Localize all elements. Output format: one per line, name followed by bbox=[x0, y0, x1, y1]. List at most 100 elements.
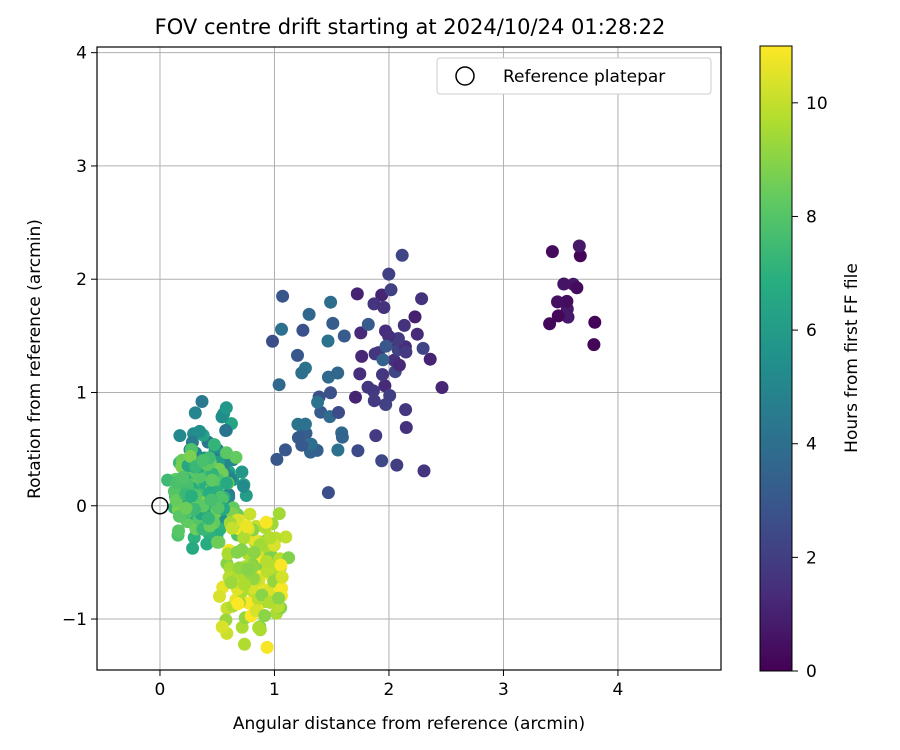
y-tick-label: −1 bbox=[62, 610, 87, 630]
scatter-point bbox=[384, 283, 398, 297]
scatter-point bbox=[204, 493, 218, 507]
scatter-point bbox=[247, 546, 261, 560]
scatter-point bbox=[379, 339, 393, 353]
scatter-point bbox=[378, 379, 392, 393]
scatter-point bbox=[367, 297, 381, 311]
scatter-point bbox=[260, 555, 274, 568]
scatter-point bbox=[337, 329, 351, 343]
scatter-point bbox=[275, 581, 289, 595]
scatter-point bbox=[369, 429, 383, 443]
scatter-point bbox=[169, 494, 183, 508]
scatter-point bbox=[376, 368, 389, 382]
scatter-point bbox=[399, 345, 413, 359]
scatter-point bbox=[173, 429, 187, 443]
legend-marker-icon bbox=[455, 66, 475, 86]
scatter-point bbox=[276, 289, 290, 303]
legend-label: Reference platepar bbox=[503, 67, 665, 87]
scatter-points bbox=[161, 239, 602, 654]
scatter-point bbox=[237, 479, 250, 493]
scatter-point bbox=[295, 366, 309, 380]
scatter-point bbox=[275, 322, 288, 336]
scatter-point bbox=[351, 444, 365, 458]
scatter-point bbox=[311, 395, 325, 409]
scatter-point bbox=[561, 310, 575, 324]
scatter-point bbox=[275, 570, 289, 584]
y-axis: −1 0 1 2 3 4 bbox=[62, 44, 97, 630]
legend: Reference platepar bbox=[436, 57, 712, 95]
scatter-point bbox=[224, 576, 238, 589]
scatter-point bbox=[302, 307, 316, 321]
scatter-point bbox=[355, 349, 369, 363]
scatter-point bbox=[274, 558, 288, 572]
scatter-point bbox=[395, 248, 409, 262]
scatter-point bbox=[207, 438, 221, 452]
scatter-point bbox=[272, 591, 286, 605]
scatter-point bbox=[321, 334, 335, 348]
scatter-point bbox=[572, 239, 586, 253]
scatter-point bbox=[335, 430, 349, 444]
scatter-point bbox=[235, 543, 249, 557]
scatter-point bbox=[324, 386, 337, 400]
scatter-point bbox=[238, 637, 251, 651]
y-tick-label: 1 bbox=[76, 383, 87, 403]
x-tick-label: 2 bbox=[384, 680, 395, 700]
scatter-point bbox=[219, 401, 233, 415]
colorbar-tick-label: 0 bbox=[806, 662, 817, 682]
scatter-point bbox=[266, 334, 279, 348]
legend-box bbox=[436, 57, 712, 95]
scatter-point bbox=[551, 295, 564, 309]
scatter-point bbox=[213, 589, 226, 603]
scatter-point bbox=[179, 501, 193, 515]
scatter-point bbox=[332, 406, 345, 419]
scatter-point bbox=[543, 317, 557, 331]
scatter-point bbox=[238, 578, 251, 591]
scatter-point bbox=[324, 295, 338, 309]
scatter-point bbox=[279, 530, 293, 544]
scatter-point bbox=[392, 358, 406, 372]
scatter-point bbox=[349, 390, 362, 404]
scatter-point bbox=[367, 394, 381, 408]
scatter-point bbox=[331, 366, 345, 380]
scatter-point bbox=[220, 476, 234, 490]
colorbar-tick-label: 10 bbox=[806, 94, 828, 114]
scatter-point bbox=[253, 623, 267, 637]
scatter-point bbox=[416, 341, 430, 355]
scatter-point bbox=[291, 348, 304, 362]
scatter-point bbox=[186, 541, 200, 555]
scatter-point bbox=[243, 507, 257, 521]
scatter-point bbox=[240, 520, 254, 533]
scatter-point bbox=[321, 486, 335, 500]
scatter-point bbox=[270, 452, 284, 466]
reference-platepar-marker bbox=[151, 497, 169, 515]
scatter-point bbox=[423, 352, 437, 366]
colorbar-label: Hours from first FF file bbox=[842, 263, 862, 453]
scatter-point bbox=[172, 524, 185, 538]
scatter-point bbox=[210, 535, 224, 549]
y-tick-label: 2 bbox=[76, 270, 87, 290]
colorbar-ticks: 0 2 4 6 8 10 bbox=[792, 94, 828, 682]
scatter-point bbox=[184, 489, 198, 503]
scatter-point bbox=[200, 537, 214, 551]
scatter-point bbox=[298, 417, 312, 431]
scatter-point bbox=[361, 317, 375, 331]
scatter-point bbox=[263, 531, 277, 545]
scatter-point bbox=[304, 437, 318, 451]
scatter-point bbox=[326, 316, 340, 330]
x-axis: 0 1 2 3 4 bbox=[155, 670, 623, 700]
scatter-point bbox=[379, 398, 393, 411]
plot-area bbox=[97, 47, 721, 670]
scatter-point bbox=[399, 403, 413, 417]
scatter-point bbox=[296, 323, 310, 337]
scatter-point bbox=[361, 380, 375, 394]
scatter-point bbox=[241, 563, 254, 576]
scatter-point bbox=[229, 450, 243, 464]
scatter-point bbox=[219, 424, 233, 437]
scatter-point bbox=[259, 515, 273, 529]
scatter-point bbox=[260, 564, 274, 578]
scatter-point bbox=[408, 310, 422, 324]
scatter-point bbox=[196, 454, 210, 468]
scatter-point bbox=[295, 438, 309, 452]
scatter-point bbox=[176, 470, 190, 484]
scatter-point bbox=[331, 443, 345, 457]
